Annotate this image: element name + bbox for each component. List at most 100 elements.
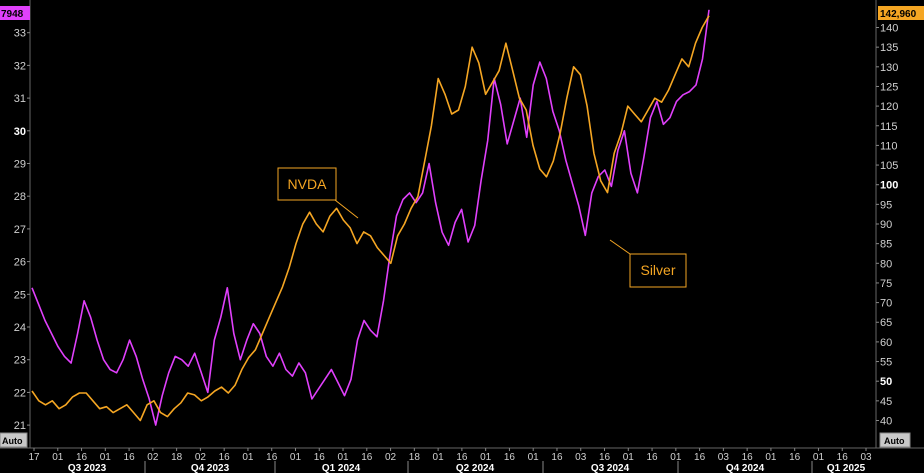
nvda-last-value-badge: 142,960 [878, 6, 924, 20]
right-tick-label: 120 [880, 101, 898, 113]
left-tick-label: 33 [14, 28, 26, 40]
x-tick-label: 01 [765, 452, 777, 463]
right-tick-label: 110 [880, 140, 898, 152]
x-tick-label: 01 [480, 452, 492, 463]
right-auto-scale-button[interactable]: Auto [879, 432, 911, 448]
x-tick-label: 01 [670, 452, 682, 463]
left-tick-label: 26 [14, 257, 26, 269]
left-tick-label: 31 [14, 93, 26, 105]
right-tick-label: 95 [880, 199, 892, 211]
nvda-callout-box [277, 167, 337, 201]
quarter-label: Q2 2024 [456, 463, 495, 473]
nvda-callout-leader [334, 199, 359, 219]
right-tick-label: 70 [880, 298, 892, 310]
x-tick-label: 16 [456, 452, 468, 463]
right-tick-label: 40 [880, 415, 892, 427]
right-tick-label: 135 [880, 42, 898, 54]
left-tick-label: 30 [14, 126, 26, 138]
quarter-label: Q3 2023 [68, 463, 107, 473]
x-tick-label: 18 [409, 452, 421, 463]
x-tick-label: 01 [337, 452, 349, 463]
x-tick-label: 16 [124, 452, 136, 463]
left-tick-label: 22 [14, 387, 26, 399]
right-auto-button-bg[interactable] [879, 432, 911, 448]
x-tick-label: 16 [266, 452, 278, 463]
x-tick-label: 01 [813, 452, 825, 463]
silver-badge-bg [0, 6, 30, 20]
right-tick-label: 125 [880, 81, 898, 93]
left-tick-label: 23 [14, 355, 26, 367]
x-axis: 17 01 16 01 16 02 18 02 16 01 16 01 16 01 16 02 18 01 16 01… [0, 447, 924, 473]
x-tick-label: 03 [575, 452, 587, 463]
x-tick-label: 01 [100, 452, 112, 463]
right-tick-label: 115 [880, 121, 898, 133]
x-tick-label: 16 [837, 452, 849, 463]
x-tick-label: 02 [385, 452, 397, 463]
quarter-label: Q4 2024 [726, 463, 765, 473]
x-tick-label: 16 [551, 452, 563, 463]
nvda-callout-label: NVDA [288, 176, 328, 192]
quarter-label: Q1 2024 [322, 463, 361, 473]
left-tick-label: 21 [14, 420, 26, 432]
nvda-badge-text: 142,960 [880, 9, 917, 20]
series-line-silver [31, 9, 710, 426]
left-tick-label: 24 [14, 322, 26, 334]
x-tick-label: 16 [504, 452, 516, 463]
series-line-nvda [31, 15, 710, 422]
x-tick-label: 03 [718, 452, 730, 463]
left-tick-label: 32 [14, 60, 26, 72]
left-tick-label: 29 [14, 159, 26, 171]
left-auto-button-bg[interactable] [0, 432, 28, 448]
right-tick-label: 90 [880, 219, 892, 231]
x-tick-label: 01 [52, 452, 64, 463]
left-tick-label: 28 [14, 191, 26, 203]
x-tick-label: 16 [599, 452, 611, 463]
x-tick-label: 16 [76, 452, 88, 463]
x-tick-label: 16 [314, 452, 326, 463]
x-tick-label: 03 [860, 452, 872, 463]
x-tick-label: 16 [361, 452, 373, 463]
right-tick-label: 80 [880, 258, 892, 270]
right-axis: 40 45 50 55 60 65 70 75 80 85 90 95 100 105 110 115 120 1… [875, 0, 898, 448]
nvda-badge-bg [878, 6, 924, 20]
x-tick-label: 01 [290, 452, 302, 463]
right-tick-label: 130 [880, 62, 898, 74]
nvda-callout: NVDA [277, 167, 359, 219]
right-auto-button-label[interactable]: Auto [884, 436, 905, 446]
right-tick-label: 65 [880, 317, 892, 329]
silver-callout-label: Silver [640, 262, 675, 278]
silver-callout-leader [609, 239, 631, 255]
x-tick-label: 16 [742, 452, 754, 463]
silver-last-value-badge: 7948 [0, 6, 30, 20]
left-auto-button-label[interactable]: Auto [2, 436, 23, 446]
right-tick-label: 60 [880, 337, 892, 349]
x-tick-label: 16 [646, 452, 658, 463]
right-tick-label: 75 [880, 278, 892, 290]
right-tick-label: 85 [880, 239, 892, 251]
right-tick-label: 140 [880, 23, 898, 35]
x-tick-label: 18 [171, 452, 183, 463]
x-tick-label: 01 [242, 452, 254, 463]
x-tick-label: 01 [623, 452, 635, 463]
x-tick-label: 02 [195, 452, 207, 463]
quarter-label: Q4 2023 [191, 463, 230, 473]
left-tick-label: 27 [14, 224, 26, 236]
x-tick-label: 16 [219, 452, 231, 463]
right-tick-label: 55 [880, 357, 892, 369]
right-tick-label: 45 [880, 396, 892, 408]
quarter-label: Q3 2024 [591, 463, 630, 473]
x-tick-label: 02 [147, 452, 159, 463]
right-tick-label: 105 [880, 160, 898, 172]
x-tick-label: 01 [528, 452, 540, 463]
x-tick-label: 16 [789, 452, 801, 463]
silver-callout-box [629, 253, 687, 288]
silver-callout: Silver [609, 239, 687, 288]
silver-badge-text: 7948 [1, 9, 24, 20]
right-tick-label: 50 [880, 376, 892, 388]
left-auto-scale-button[interactable]: Auto [0, 432, 28, 448]
left-axis: 21 22 23 24 25 26 27 28 29 30 31 32 33 [14, 0, 31, 448]
right-tick-label: 100 [880, 180, 898, 192]
plot-area [31, 9, 710, 426]
x-tick-label: 16 [694, 452, 706, 463]
